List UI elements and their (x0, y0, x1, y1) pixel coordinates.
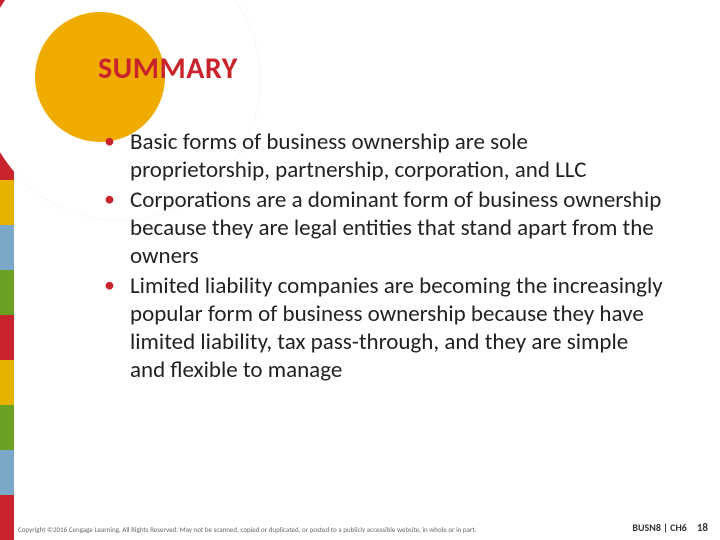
slide: SUMMARY Basic forms of business ownershi… (0, 0, 720, 540)
stripe-segment (0, 360, 14, 405)
copyright-text: Copyright ©2016 Cengage Learning. All Ri… (18, 525, 477, 534)
stripe-segment (0, 405, 14, 450)
footer: Copyright ©2016 Cengage Learning. All Ri… (18, 521, 708, 534)
footer-right: BUSN8 | CH6 18 (632, 521, 708, 534)
slide-title: SUMMARY (98, 50, 238, 87)
chapter-ref: BUSN8 | CH6 (632, 521, 686, 534)
stripe-segment (0, 180, 14, 225)
bullet-item: Limited liability companies are becoming… (98, 272, 668, 384)
page-number: 18 (697, 521, 708, 534)
bullet-item: Corporations are a dominant form of busi… (98, 186, 668, 270)
stripe-segment (0, 315, 14, 360)
bullet-list: Basic forms of business ownership are so… (98, 128, 668, 386)
stripe-segment (0, 450, 14, 495)
stripe-segment (0, 225, 14, 270)
bullet-item: Basic forms of business ownership are so… (98, 128, 668, 184)
stripe-segment (0, 495, 14, 540)
stripe-segment (0, 270, 14, 315)
